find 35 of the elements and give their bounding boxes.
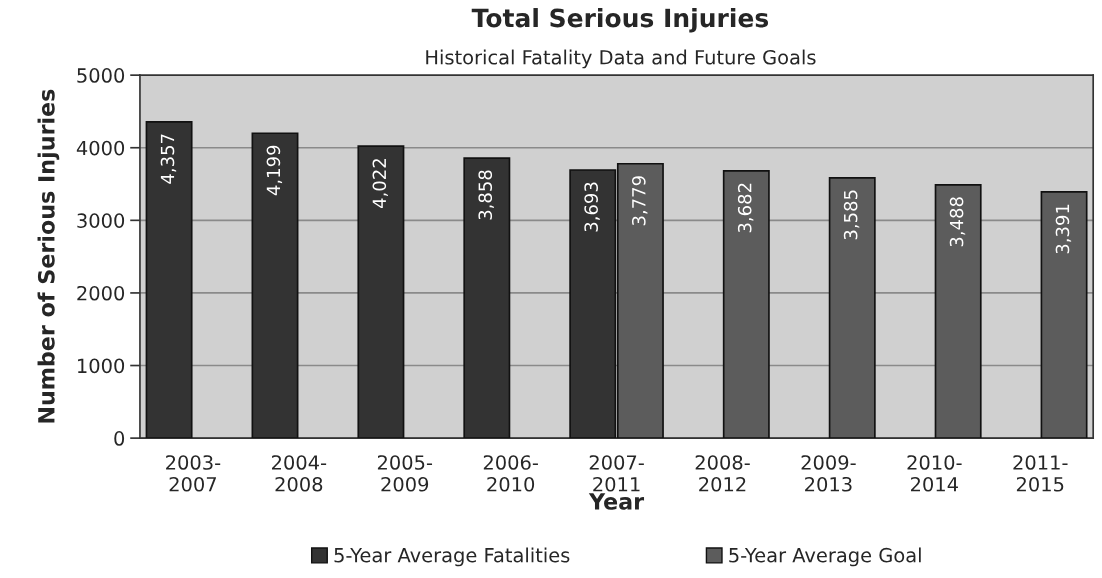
x-tick-label: 2005-2009 bbox=[377, 455, 433, 492]
data-label: 4,022 bbox=[372, 159, 388, 209]
x-tick-label: 2008-2012 bbox=[695, 455, 750, 492]
data-label: 3,488 bbox=[949, 197, 966, 247]
x-tick-label: 2007-2011 bbox=[589, 455, 644, 492]
data-label: 3,858 bbox=[478, 170, 494, 220]
bar bbox=[828, 177, 876, 439]
x-tick-label: 2010-2014 bbox=[907, 455, 962, 492]
bar bbox=[722, 169, 770, 439]
x-tick-label: 2003-2007 bbox=[166, 455, 221, 492]
data-label: 3,682 bbox=[737, 183, 754, 233]
data-label: 3,585 bbox=[843, 190, 860, 240]
bar bbox=[1040, 191, 1088, 439]
legend-label: 5-Year Average Fatalities bbox=[334, 547, 570, 567]
data-label: 3,391 bbox=[1055, 204, 1072, 254]
chart-title: Total Serious Injuries bbox=[471, 8, 769, 33]
y-tick-label: 4000 bbox=[76, 140, 125, 156]
x-tick-label: 2006-2010 bbox=[483, 455, 538, 492]
chart-subtitle: Historical Fatality Data and Future Goals bbox=[426, 49, 816, 69]
y-tick-label: 3000 bbox=[77, 213, 125, 228]
x-tick-label: 2009-2013 bbox=[801, 455, 856, 492]
y-tick-label: 0 bbox=[114, 431, 125, 446]
y-tick-label: 2000 bbox=[77, 285, 125, 301]
y-tick-label: 1000 bbox=[78, 358, 125, 374]
data-label: 3,779 bbox=[631, 176, 648, 226]
x-tick-label: 2011-2015 bbox=[1013, 455, 1068, 492]
bar bbox=[934, 184, 982, 439]
y-axis-title: Number of Serious Injuries bbox=[37, 89, 60, 423]
data-label: 4,199 bbox=[266, 145, 283, 196]
legend-label: 5-Year Average Goal bbox=[729, 547, 921, 567]
x-tick-label: 2004-2008 bbox=[272, 455, 327, 492]
data-label: 4,357 bbox=[160, 134, 177, 184]
x-axis-title: Year bbox=[588, 493, 645, 510]
y-tick-label: 5000 bbox=[77, 68, 125, 83]
data-label: 3,693 bbox=[584, 182, 600, 232]
